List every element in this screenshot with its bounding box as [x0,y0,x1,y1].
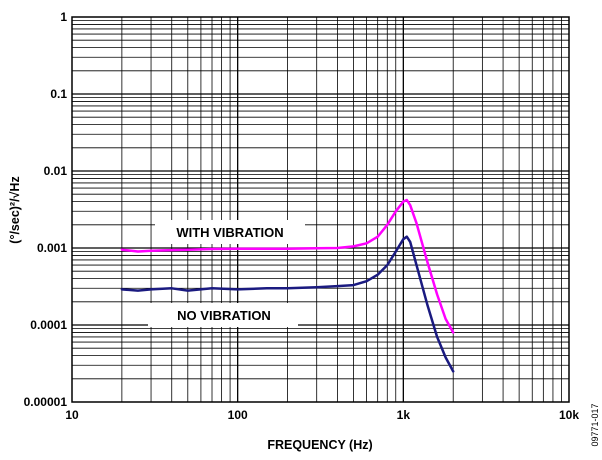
x-tick-label: 100 [228,408,248,422]
series-line-with-vibration [120,198,455,334]
y-tick-label: 1 [60,10,67,24]
x-axis-title: FREQUENCY (Hz) [267,438,372,452]
x-tick-label: 1k [397,408,411,422]
y-tick-label: 0.01 [44,164,68,178]
plot-area-frame [71,16,570,403]
tick-labels: 10 100 1k 10k 1 0.1 0.01 0.001 0.0001 0.00001 [24,10,580,422]
y-axis-title: (°/sec)²/√Hz [8,176,22,243]
grid-lines [72,17,569,402]
y-tick-label: 0.00001 [24,395,68,409]
series-lines [120,198,455,373]
annotation-no-vibration: NO VIBRATION [177,308,271,323]
figure-code: 09771-017 [590,403,600,446]
y-tick-label: 0.001 [37,241,67,255]
x-tick-label: 10k [559,408,579,422]
x-tick-label: 10 [65,408,79,422]
annotation-box-with-vibration [155,220,305,244]
annotation-box-no-vibration [148,303,298,327]
annotation-with-vibration: WITH VIBRATION [176,225,283,240]
y-tick-label: 0.0001 [30,318,67,332]
y-tick-label: 0.1 [50,87,67,101]
series-line-no-vibration [120,235,455,373]
